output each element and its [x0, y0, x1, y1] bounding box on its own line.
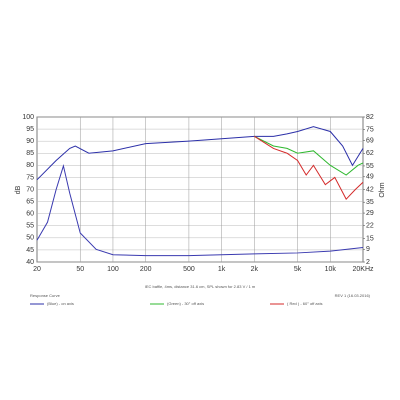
x-tick-label: 2k: [251, 266, 259, 273]
y2-tick-label: 35: [366, 199, 374, 206]
legend-label: ( Red ) - 60° off axis: [287, 301, 323, 306]
y2-tick-label: 29: [366, 210, 374, 217]
x-tick-label: 20: [33, 266, 41, 273]
y2-tick-label: 69: [366, 137, 374, 144]
y-tick-label: 50: [26, 235, 34, 242]
series-line: [254, 135, 364, 176]
x-tick-label: 10k: [325, 266, 337, 273]
x-tick-label: 20KHz: [352, 266, 374, 273]
x-tick-label: 50: [76, 266, 84, 273]
caption: IEC baffle, 4ms, distance 31.6 cm, SPL s…: [145, 284, 256, 289]
y-tick-label: 80: [26, 162, 34, 169]
y-tick-label: 40: [26, 259, 34, 266]
legend-label: (Blue) - on axis: [47, 301, 74, 306]
y-tick-label: 45: [26, 247, 34, 254]
series-line: [36, 164, 364, 257]
y-tick-label: 55: [26, 223, 34, 230]
revision: REV 1 (16.03.2016): [335, 293, 371, 298]
y-axis-label: dB: [15, 185, 22, 194]
y-tick-label: 100: [22, 114, 34, 121]
y-tick-label: 90: [26, 138, 34, 145]
footer-title: Response Curve: [30, 293, 61, 298]
y2-axis-label: Ohm: [379, 182, 386, 197]
y2-tick-label: 82: [366, 114, 374, 121]
y-tick-label: 85: [26, 150, 34, 157]
y2-tick-label: 9: [366, 246, 370, 253]
x-tick-label: 1k: [218, 266, 226, 273]
y2-tick-label: 62: [366, 150, 374, 157]
legend-label: (Green) - 30° off axis: [167, 301, 204, 306]
y-tick-label: 60: [26, 211, 34, 218]
y2-tick-label: 75: [366, 127, 374, 134]
y-tick-label: 70: [26, 186, 34, 193]
y2-tick-label: 22: [366, 223, 374, 230]
y-tick-label: 95: [26, 126, 34, 133]
y2-tick-label: 15: [366, 235, 374, 242]
series-line: [36, 126, 364, 181]
y2-tick-label: 42: [366, 186, 374, 193]
series-line: [254, 135, 364, 201]
x-tick-label: 100: [107, 266, 119, 273]
y-tick-label: 75: [26, 174, 34, 181]
x-tick-label: 500: [183, 266, 195, 273]
y2-tick-label: 2: [366, 259, 370, 266]
y2-tick-label: 49: [366, 174, 374, 181]
x-tick-label: 200: [140, 266, 152, 273]
y-tick-label: 65: [26, 198, 34, 205]
x-tick-label: 5k: [294, 266, 302, 273]
y2-tick-label: 55: [366, 163, 374, 170]
